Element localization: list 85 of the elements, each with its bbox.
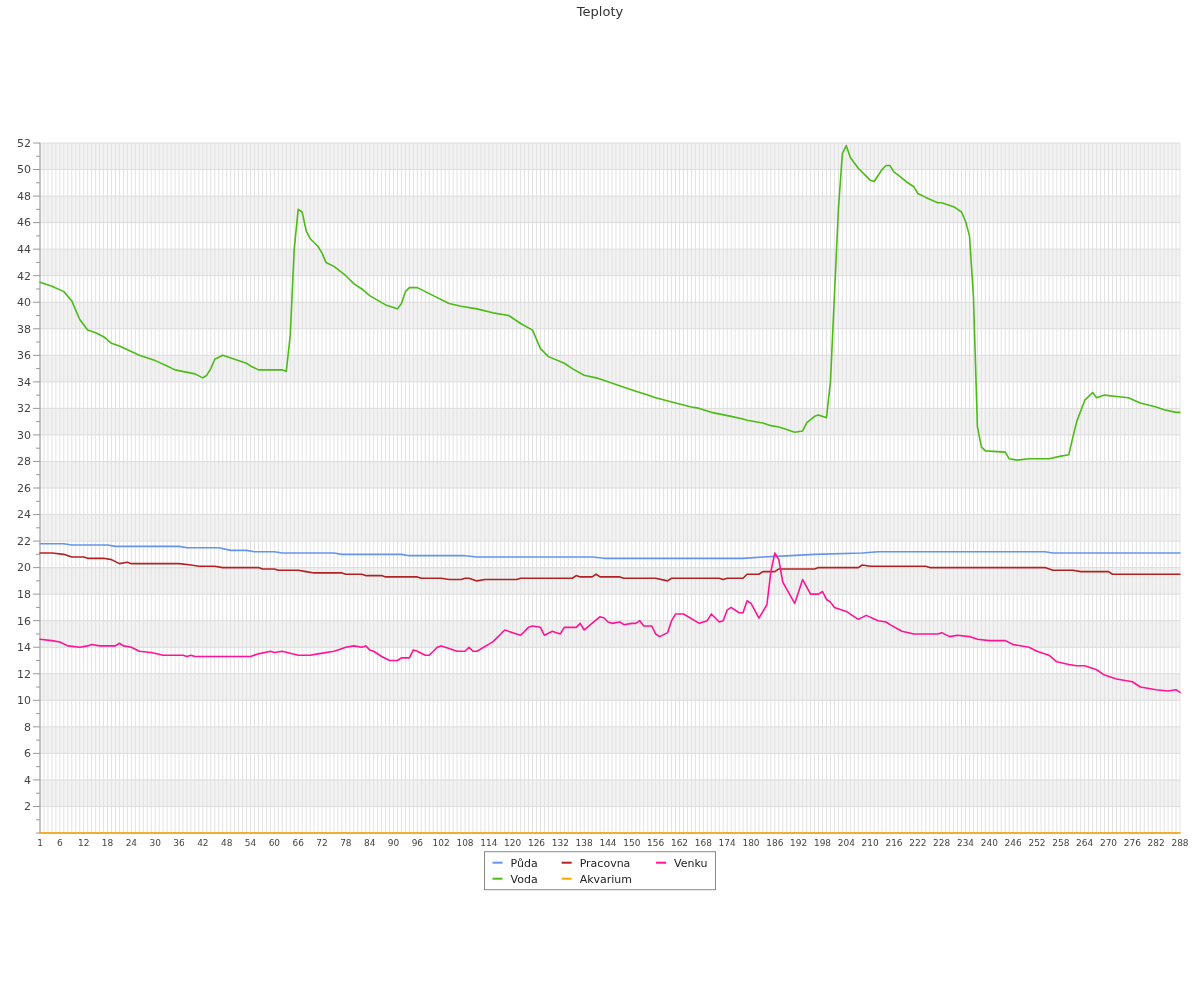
x-tick-label: 102 <box>432 838 450 848</box>
x-tick-label: 228 <box>933 838 951 848</box>
x-tick-label: 54 <box>244 838 257 848</box>
y-tick-label: 24 <box>17 508 31 522</box>
x-tick-label: 288 <box>1171 838 1189 848</box>
y-tick-label: 42 <box>17 269 31 283</box>
x-tick-label: 216 <box>885 838 903 848</box>
y-tick-label: 8 <box>24 720 31 734</box>
y-tick-label: 52 <box>17 136 31 150</box>
legend-label: Venku <box>674 856 708 870</box>
y-tick-label: 10 <box>17 694 31 708</box>
legend-label: Voda <box>510 872 538 886</box>
legend-label: Akvarium <box>579 872 633 886</box>
x-tick-label: 252 <box>1028 838 1046 848</box>
y-tick-label: 34 <box>17 375 31 389</box>
x-tick-label: 84 <box>363 838 376 848</box>
x-tick-label: 138 <box>575 838 594 848</box>
line-series <box>39 552 1181 694</box>
x-tick-label: 66 <box>292 838 305 848</box>
x-tick-label: 36 <box>173 838 186 848</box>
y-tick-label: 20 <box>17 561 31 575</box>
x-tick-label: 78 <box>340 838 352 848</box>
x-tick-label: 42 <box>197 838 209 848</box>
x-tick-label: 234 <box>956 838 975 848</box>
x-tick-label: 270 <box>1099 838 1118 848</box>
x-tick-label: 168 <box>694 838 713 848</box>
line-series <box>39 542 1181 560</box>
x-tick-label: 264 <box>1076 838 1094 848</box>
y-tick-label: 2 <box>24 800 31 814</box>
x-tick-label: 126 <box>527 838 546 848</box>
y-tick-label: 22 <box>17 534 31 548</box>
legend-label: Půda <box>510 856 538 870</box>
y-tick-label: 40 <box>17 296 31 310</box>
x-tick-label: 222 <box>909 838 927 848</box>
x-tick-label: 258 <box>1052 838 1070 848</box>
x-tick-label: 72 <box>316 838 328 848</box>
x-tick-label: 120 <box>504 838 522 848</box>
x-tick-label: 204 <box>837 838 856 848</box>
x-tick-label: 174 <box>718 838 737 848</box>
x-tick-label: 48 <box>220 838 233 848</box>
x-tick-label: 60 <box>268 838 281 848</box>
y-tick-label: 50 <box>17 163 31 177</box>
line-series <box>39 552 1181 582</box>
y-tick-label: 38 <box>17 322 31 336</box>
x-tick-label: 150 <box>623 838 641 848</box>
x-tick-label: 162 <box>670 838 689 848</box>
x-tick-label: 18 <box>101 838 114 848</box>
x-tick-label: 276 <box>1123 838 1142 848</box>
x-tick-label: 282 <box>1147 838 1165 848</box>
x-tick-label: 30 <box>149 838 162 848</box>
y-tick-label: 18 <box>17 588 31 601</box>
y-tick-label: 32 <box>17 402 31 416</box>
x-tick-label: 108 <box>456 838 474 848</box>
x-tick-label: 210 <box>861 838 880 848</box>
y-tick-label: 26 <box>17 481 31 495</box>
y-tick-label: 46 <box>17 216 31 230</box>
chart-title: Teploty <box>575 4 624 19</box>
y-tick-label: 16 <box>17 614 31 628</box>
x-tick-label: 6 <box>56 838 63 848</box>
x-tick-label: 198 <box>813 838 832 848</box>
x-tick-label: 246 <box>1004 838 1023 848</box>
y-tick-label: 44 <box>17 243 31 256</box>
y-tick-label: 48 <box>17 189 31 203</box>
x-tick-label: 12 <box>77 838 90 848</box>
x-tick-label: 186 <box>766 838 784 848</box>
x-tick-label: 1 <box>37 838 43 848</box>
y-tick-label: 30 <box>17 428 31 442</box>
x-tick-label: 240 <box>980 838 999 848</box>
x-tick-label: 114 <box>480 838 498 848</box>
x-tick-label: 180 <box>742 838 760 848</box>
line-series <box>39 144 1181 461</box>
y-tick-label: 4 <box>24 773 31 787</box>
x-tick-label: 24 <box>125 838 138 848</box>
y-tick-label: 36 <box>17 349 31 363</box>
x-tick-label: 156 <box>647 838 665 848</box>
y-tick-label: 6 <box>24 747 31 761</box>
x-tick-label: 144 <box>599 838 617 848</box>
x-tick-label: 90 <box>387 838 400 848</box>
y-tick-label: 12 <box>17 667 31 681</box>
y-tick-label: 28 <box>17 455 31 469</box>
legend-label: Pracovna <box>579 856 631 870</box>
x-tick-label: 132 <box>551 838 569 848</box>
x-tick-label: 192 <box>790 838 808 848</box>
y-tick-label: 14 <box>17 641 31 655</box>
x-tick-label: 96 <box>411 838 424 848</box>
